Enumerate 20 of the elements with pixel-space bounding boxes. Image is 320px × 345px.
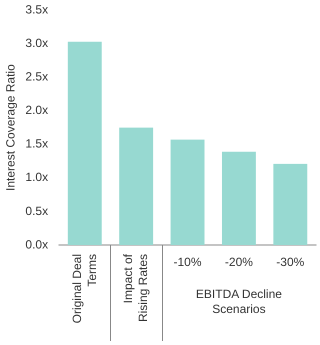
- text: EBITDA Decline Scenarios: [194, 287, 283, 317]
- bar: [119, 128, 154, 245]
- x-tick-label: Original Deal Terms: [70, 254, 100, 326]
- y-tick-label: 1.5x: [25, 136, 48, 151]
- bar: [222, 152, 256, 245]
- bar: [170, 140, 204, 245]
- y-tick-label: 1.0x: [25, 170, 48, 184]
- x-tick-label: Impact of Rising Rates: [121, 254, 152, 324]
- y-axis-title: Interest Coverage Ratio: [4, 64, 18, 191]
- bar: [273, 164, 308, 245]
- y-tick-label: 2.0x: [25, 103, 48, 118]
- x-tick-label: -30%: [275, 255, 306, 270]
- y-tick-label: 0.5x: [25, 204, 48, 218]
- bar: [68, 42, 102, 245]
- x-tick-label: -10%: [172, 255, 203, 270]
- x-tick-label: -20%: [224, 255, 254, 270]
- y-tick-label: 2.5x: [25, 70, 48, 84]
- y-tick-label: 3.5x: [25, 2, 48, 17]
- y-tick-label: 0.0x: [25, 237, 48, 252]
- y-tick-label: 3.0x: [25, 36, 48, 50]
